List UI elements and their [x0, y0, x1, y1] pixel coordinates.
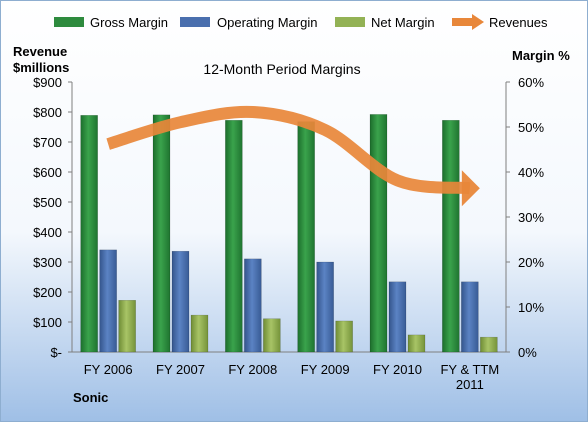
revenues-arrowhead: [461, 170, 480, 207]
right-tick-label: 10%: [518, 300, 544, 315]
bar-gross-margin: [152, 114, 171, 353]
category-label: FY 2008: [228, 362, 277, 377]
left-tick-label: $200: [33, 285, 62, 300]
right-tick-label: 30%: [518, 210, 544, 225]
bar-gross-margin: [225, 120, 243, 353]
right-tick-label: 40%: [518, 165, 544, 180]
bar-net-margin: [335, 320, 353, 353]
right-tick-label: 60%: [518, 75, 544, 90]
left-axis-title-line1: Revenue: [13, 44, 67, 59]
right-axis-ticks: 0% 10% 20% 30% 40% 50% 60%: [506, 75, 544, 360]
legend-label-revenues: Revenues: [489, 15, 548, 30]
company-label: Sonic: [73, 390, 108, 405]
chart-title: 12-Month Period Margins: [203, 61, 360, 77]
category-label: FY 2006: [84, 362, 133, 377]
category-label: FY 2007: [156, 362, 205, 377]
bars: [80, 114, 498, 353]
legend-label-operating-margin: Operating Margin: [217, 15, 317, 30]
bar-operating-margin: [388, 281, 407, 353]
bar-net-margin: [263, 318, 281, 353]
legend-label-net-margin: Net Margin: [371, 15, 435, 30]
bar-net-margin: [407, 334, 426, 353]
left-axis-title-line2: $millions: [13, 60, 69, 75]
left-tick-label: $100: [33, 315, 62, 330]
revenues-line: [106, 105, 480, 207]
bar-net-margin: [190, 314, 209, 353]
legend-swatch-gross-margin: [54, 17, 84, 27]
legend-swatch-revenues: [452, 14, 484, 30]
category-label: FY & TTM: [440, 362, 499, 377]
left-axis-ticks: $- $100 $200 $300 $400 $500 $600 $700 $800 $900: [33, 75, 72, 360]
bar-gross-margin: [80, 115, 98, 353]
right-tick-label: 0%: [518, 345, 537, 360]
category-label: 2011: [456, 377, 484, 392]
bar-operating-margin: [461, 281, 479, 353]
legend-swatch-operating-margin: [180, 17, 210, 27]
bar-operating-margin: [99, 249, 117, 353]
right-axis-title: Margin %: [512, 48, 570, 63]
legend-swatch-net-margin: [335, 17, 365, 27]
left-tick-label: $600: [33, 165, 62, 180]
left-tick-label: $-: [50, 345, 62, 360]
left-tick-label: $500: [33, 195, 62, 210]
bar-net-margin: [118, 300, 136, 353]
category-label: FY 2009: [301, 362, 350, 377]
revenues-line-path: [106, 105, 471, 195]
bar-gross-margin: [442, 120, 460, 353]
right-tick-label: 50%: [518, 120, 544, 135]
left-tick-label: $400: [33, 225, 62, 240]
bar-gross-margin: [297, 121, 315, 353]
category-label: FY 2010: [373, 362, 422, 377]
bar-operating-margin: [316, 261, 334, 353]
bar-operating-margin: [244, 258, 262, 353]
bar-operating-margin: [171, 250, 190, 353]
bar-gross-margin: [369, 114, 388, 353]
left-tick-label: $900: [33, 75, 62, 90]
legend-label-gross-margin: Gross Margin: [90, 15, 168, 30]
right-tick-label: 20%: [518, 255, 544, 270]
left-tick-label: $800: [33, 105, 62, 120]
category-labels: FY 2006 FY 2007 FY 2008 FY 2009 FY 2010 FY & …: [84, 362, 500, 392]
bar-net-margin: [480, 336, 498, 353]
legend: Gross Margin Operating Margin Net Margin…: [54, 14, 548, 30]
left-tick-label: $700: [33, 135, 62, 150]
left-tick-label: $300: [33, 255, 62, 270]
